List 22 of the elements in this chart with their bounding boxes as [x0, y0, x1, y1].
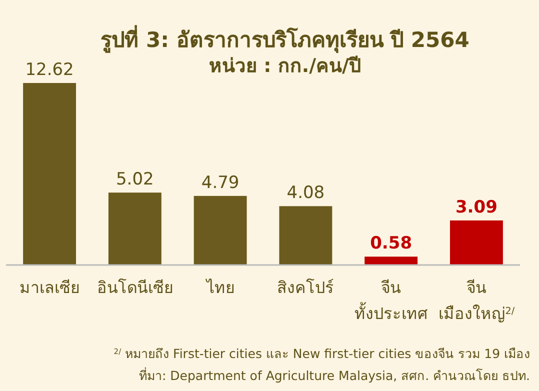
bar [108, 192, 162, 265]
text: $^{2/}$ หมายถึง First-tier cities และ New first-tier cities ของจีน รวม 19 เมือง [114, 346, 530, 361]
chart-subtitle: หน่วย : กก./คน/ปี [209, 55, 361, 77]
x-tick-label: จีน เมืองใหญ่$^{2/}$ [438, 278, 516, 323]
x-tick-label: อินโดนีเซีย [96, 278, 173, 297]
x-tick-label: สิงคโปร์ [277, 278, 334, 297]
bar [23, 83, 76, 265]
x-tick-label: มาเลเซีย [20, 278, 80, 297]
bar [364, 256, 418, 265]
x-tick-label: จีน ทั้งประเทศ [354, 278, 428, 323]
data-label: 12.62 [25, 60, 74, 80]
text: ที่มา: Department of Agriculture Malaysia, สศก. คำนวณโดย ธปท. [139, 367, 530, 383]
chart-title: รูปที่ 3: อัตราการบริโภคทุเรียน ปี 2564 [100, 24, 470, 54]
x-tick-label: ไทย [204, 278, 234, 297]
data-label: 0.58 [370, 234, 412, 254]
data-label: 5.02 [116, 170, 154, 190]
bar [450, 220, 503, 265]
data-label: 4.08 [286, 183, 325, 204]
data-label: 3.09 [455, 197, 498, 218]
data-label: 4.79 [201, 172, 240, 193]
bar [279, 206, 332, 265]
bar [194, 196, 247, 265]
